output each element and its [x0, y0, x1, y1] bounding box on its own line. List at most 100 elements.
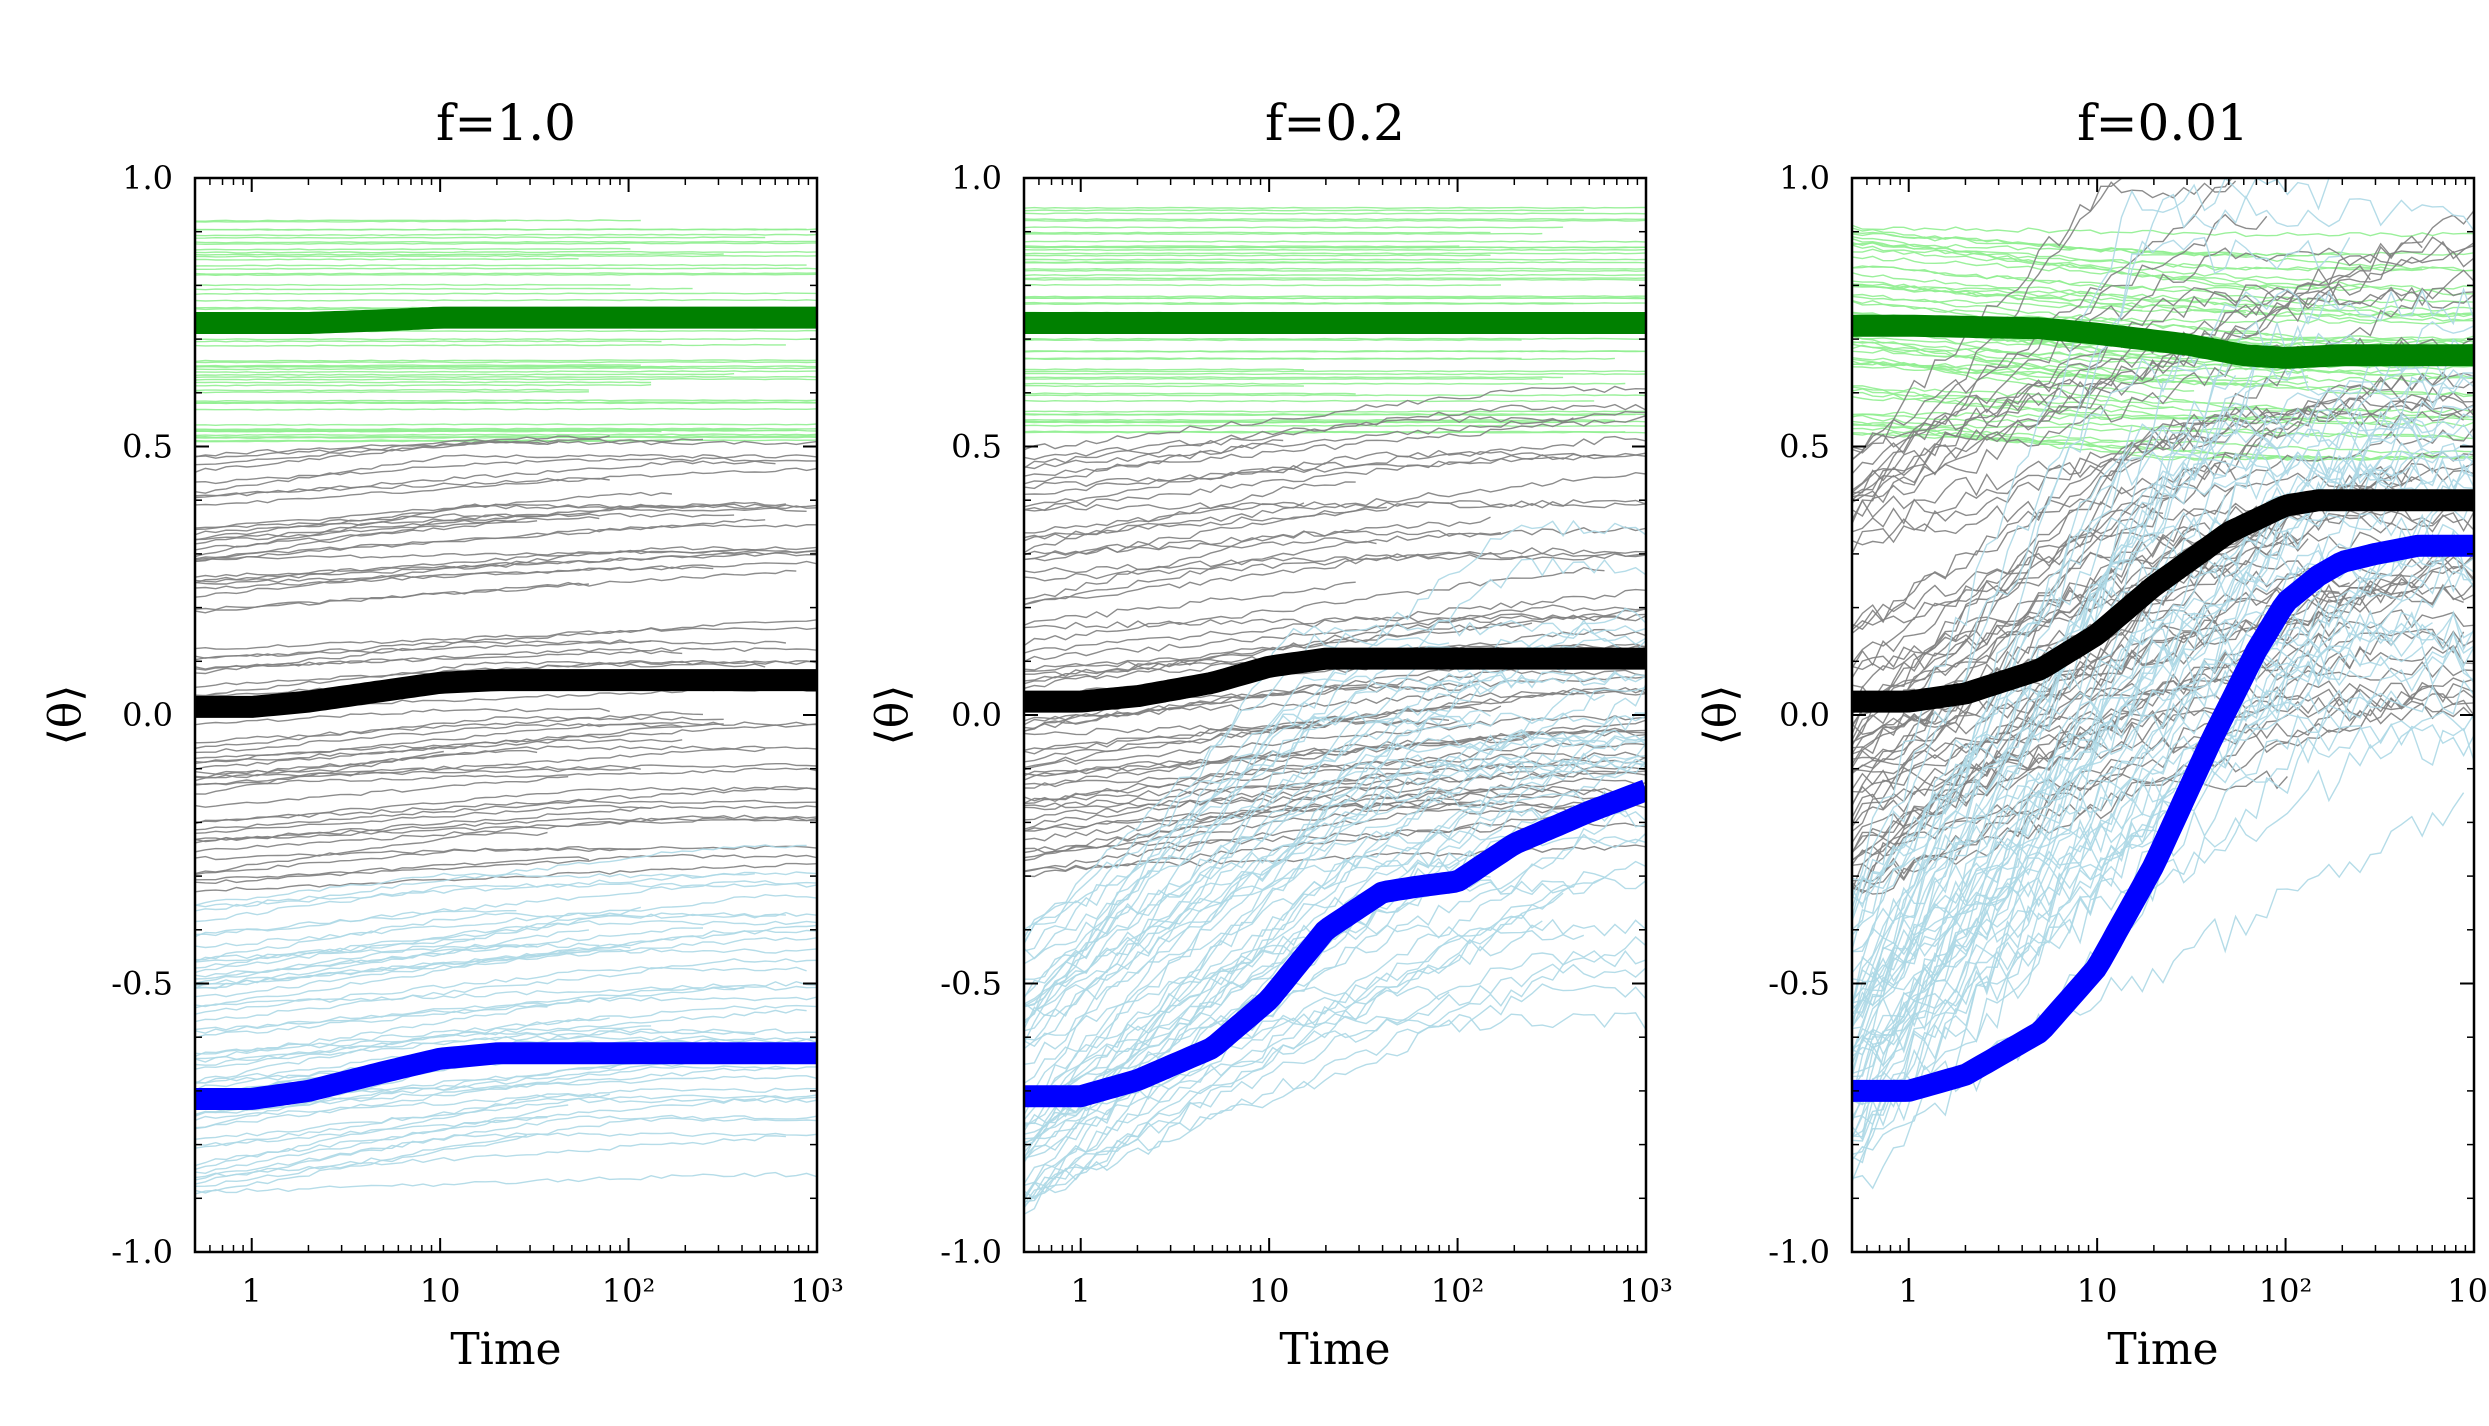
individual-trajectory	[195, 1132, 817, 1185]
individual-trajectory	[1852, 413, 2278, 735]
individual-trajectory	[195, 453, 817, 494]
individual-trajectory	[195, 1017, 610, 1066]
individual-trajectory	[195, 1005, 548, 1060]
individual-trajectory	[195, 263, 807, 267]
individual-trajectory	[1024, 614, 1646, 663]
individual-trajectory	[195, 906, 641, 949]
individual-trajectory	[1024, 435, 1646, 495]
individual-trajectory	[1852, 405, 2464, 634]
y-axis-label: ⟨θ⟩	[1695, 685, 1746, 746]
y-axis-label: ⟨θ⟩	[40, 685, 91, 746]
individual-trajectory	[1024, 350, 1646, 353]
individual-trajectory	[1852, 568, 2350, 806]
individual-trajectory	[195, 440, 558, 473]
individual-trajectory	[195, 958, 817, 1023]
individual-trajectory	[195, 872, 755, 907]
individual-trajectory	[195, 439, 672, 443]
y-axis-label: ⟨θ⟩	[867, 685, 918, 746]
individual-trajectory	[195, 283, 631, 287]
individual-trajectory	[1024, 726, 1398, 1050]
individual-trajectory	[1024, 254, 1491, 257]
individual-trajectory	[1852, 603, 2216, 891]
individual-trajectory	[1852, 681, 2474, 861]
individual-trajectory	[195, 367, 817, 371]
individual-trajectory	[195, 242, 817, 246]
y-tick-label: -1.0	[940, 1233, 1002, 1271]
individual-trajectory	[1024, 809, 1646, 1215]
individual-trajectory	[1852, 248, 2474, 291]
individual-trajectory	[1024, 277, 1646, 280]
individual-trajectory	[195, 986, 745, 1039]
individual-trajectory	[1024, 876, 1646, 1200]
individual-trajectory	[1852, 371, 2474, 669]
individual-trajectory	[1024, 892, 1564, 1205]
individual-trajectory	[195, 236, 766, 239]
individual-trajectory	[1024, 540, 1377, 606]
individual-trajectory	[195, 1117, 817, 1187]
individual-trajectory	[195, 549, 817, 598]
chart-panel-f001: f=0.01 1 10 10² 10³ 1.0 0.5 0.0 -0.5 -1.0 Time ⟨…	[1695, 94, 2489, 1375]
individual-trajectory	[1852, 533, 2309, 833]
individual-trajectory	[1852, 372, 2474, 533]
individual-trajectory	[1852, 240, 2474, 494]
chart-title: f=0.2	[1265, 94, 1405, 152]
chart-panel-f1: f=1.0 1 10 10² 10³ 1.0 0.5 0.0 -0.5 -1.0 Time ⟨θ…	[40, 94, 844, 1375]
individual-trajectory	[1024, 420, 1398, 424]
individual-trajectory	[1024, 566, 1605, 647]
individual-trajectory	[1024, 385, 1646, 451]
individual-trajectory	[195, 399, 817, 403]
individual-trajectory	[1852, 287, 2474, 951]
individual-trajectory	[1024, 637, 1646, 1007]
individual-trajectory	[1852, 264, 2371, 461]
individual-trajectory	[1852, 463, 2474, 1142]
individual-trajectory	[1024, 686, 1646, 1005]
y-tick-label: 0.0	[951, 696, 1002, 734]
individual-trajectory	[195, 503, 817, 558]
individual-trajectory	[195, 467, 817, 497]
individual-trajectory	[1024, 755, 1646, 1106]
individual-trajectory	[195, 390, 589, 394]
individual-trajectory	[1852, 340, 2444, 377]
individual-trajectory	[195, 831, 548, 875]
individual-trajectory	[1024, 258, 1646, 261]
individual-trajectory	[1024, 668, 1646, 726]
individual-trajectory	[195, 338, 817, 341]
plot-area	[1852, 178, 2474, 1190]
individual-trajectory	[1024, 622, 1533, 682]
individual-trajectory	[1024, 849, 1502, 1148]
y-tick-label: 0.5	[122, 428, 173, 466]
individual-trajectory	[1852, 492, 2474, 1138]
individual-trajectory	[1024, 619, 1646, 1044]
individual-trajectory	[195, 439, 817, 442]
individual-trajectory	[1024, 410, 1646, 470]
individual-trajectory	[195, 847, 641, 876]
individual-trajectory	[195, 1134, 527, 1195]
individual-trajectory	[1852, 421, 2423, 1029]
individual-trajectory	[195, 659, 817, 688]
individual-trajectory	[1852, 429, 2237, 726]
individual-trajectory	[1024, 471, 1646, 542]
individual-trajectory	[1852, 449, 2474, 1002]
individual-trajectory	[195, 1094, 817, 1140]
y-tick-label: 0.5	[1779, 428, 1830, 466]
individual-trajectory	[1852, 236, 2319, 289]
y-tick-label: 1.0	[1779, 159, 1830, 197]
individual-trajectory	[1852, 244, 2474, 272]
individual-trajectory	[1024, 377, 1543, 380]
individual-trajectory	[195, 228, 807, 231]
individual-trajectory	[1024, 501, 1646, 540]
individual-trajectory	[195, 748, 766, 786]
individual-trajectory	[195, 647, 817, 671]
individual-trajectory	[195, 383, 652, 387]
individual-trajectory	[1852, 502, 2164, 728]
individual-trajectory	[1852, 293, 2474, 344]
individual-trajectory	[1852, 644, 2474, 1054]
individual-trajectory	[195, 1114, 817, 1181]
individual-trajectory	[1852, 590, 2340, 793]
individual-trajectory	[195, 423, 817, 427]
individual-trajectory	[195, 365, 817, 368]
individual-trajectory	[1852, 432, 2153, 445]
individual-trajectory	[195, 980, 817, 1008]
individual-trajectory	[195, 726, 683, 771]
individual-trajectory	[1024, 715, 1646, 1100]
